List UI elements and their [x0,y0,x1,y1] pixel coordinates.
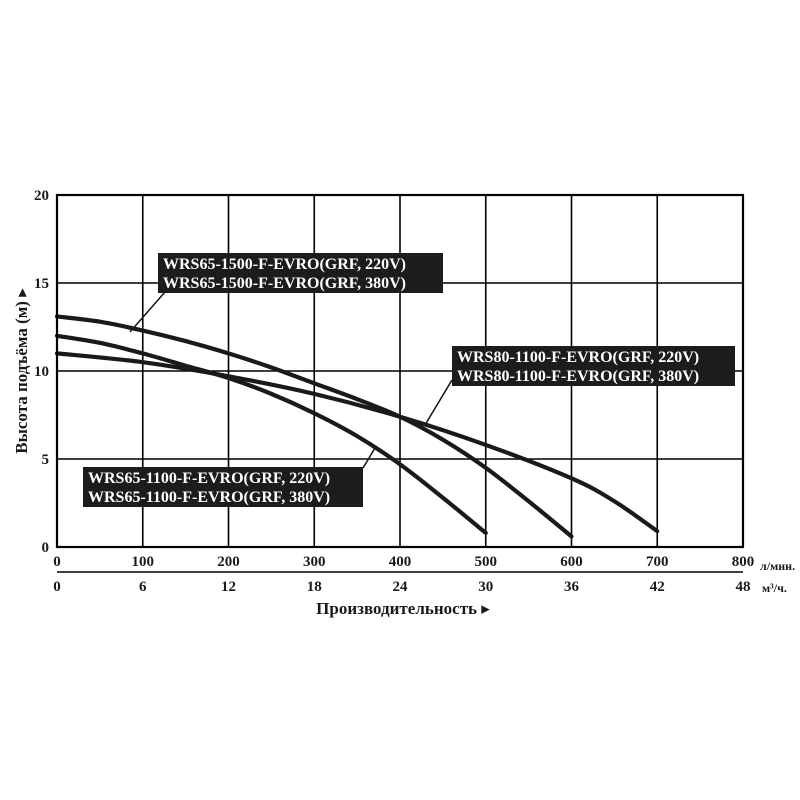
label-line: WRS65-1100-F-EVRO(GRF, 220V) [88,470,330,487]
x-axis-title: Производительность ▸ [316,599,490,618]
x2-unit-label: м³/ч. [762,581,787,595]
leader-line [362,447,376,469]
x-tick-label: 0 [53,554,61,570]
curves [54,314,660,539]
label-line: WRS80-1100-F-EVRO(GRF, 380V) [457,368,699,385]
x-tick-label: 200 [217,554,240,570]
axes: л/мин. м³/ч. Производительность ▸ Высота… [12,188,795,618]
y-tick-label: 10 [34,364,49,380]
label-wrs65-1100: WRS65-1100-F-EVRO(GRF, 220V) WRS65-1100-F… [83,467,363,507]
y-tick-label: 0 [42,540,50,556]
label-line: WRS65-1100-F-EVRO(GRF, 380V) [88,489,330,506]
curve-wrs65-1100 [54,333,488,536]
x-tick-label: 800 [732,554,755,570]
x2-tick-label: 6 [139,579,147,595]
x-tick-label: 700 [646,554,669,570]
x-tick-label: 300 [303,554,326,570]
x-tick-label: 600 [560,554,583,570]
x2-tick-label: 12 [221,579,236,595]
x-tick-label: 500 [475,554,498,570]
label-line: WRS65-1500-F-EVRO(GRF, 380V) [163,275,406,292]
x2-tick-label: 24 [393,579,409,595]
leader-line [129,291,166,333]
y-axis-title: Высота подъёма (м) ▸ [12,288,31,454]
curve-wrs65-1500 [54,314,574,539]
x2-tick-label: 42 [650,579,665,595]
series-labels: WRS65-1500-F-EVRO(GRF, 220V) WRS65-1500-F… [83,253,735,507]
y-tick-label: 5 [42,452,50,468]
label-box [452,346,735,386]
y-tick-label: 15 [34,276,49,292]
plot-frame [55,193,745,549]
curve-wrs80-1100 [54,351,660,534]
x-tick-label: 100 [132,554,155,570]
x-tick-label: 400 [389,554,412,570]
leader-line [424,379,453,426]
x2-tick-label: 36 [564,579,580,595]
label-wrs65-1500: WRS65-1500-F-EVRO(GRF, 220V) WRS65-1500-F… [158,253,443,293]
label-box [83,467,363,507]
x2-tick-label: 18 [307,579,322,595]
x-unit-label: л/мин. [760,559,795,573]
label-box [158,253,443,293]
label-line: WRS80-1100-F-EVRO(GRF, 220V) [457,349,699,366]
label-wrs80-1100: WRS80-1100-F-EVRO(GRF, 220V) WRS80-1100-F… [452,346,735,386]
label-line: WRS65-1500-F-EVRO(GRF, 220V) [163,256,406,273]
x2-tick-label: 48 [736,579,751,595]
x2-tick-label: 30 [478,579,493,595]
x2-tick-label: 0 [53,579,61,595]
y-tick-label: 20 [34,188,49,204]
